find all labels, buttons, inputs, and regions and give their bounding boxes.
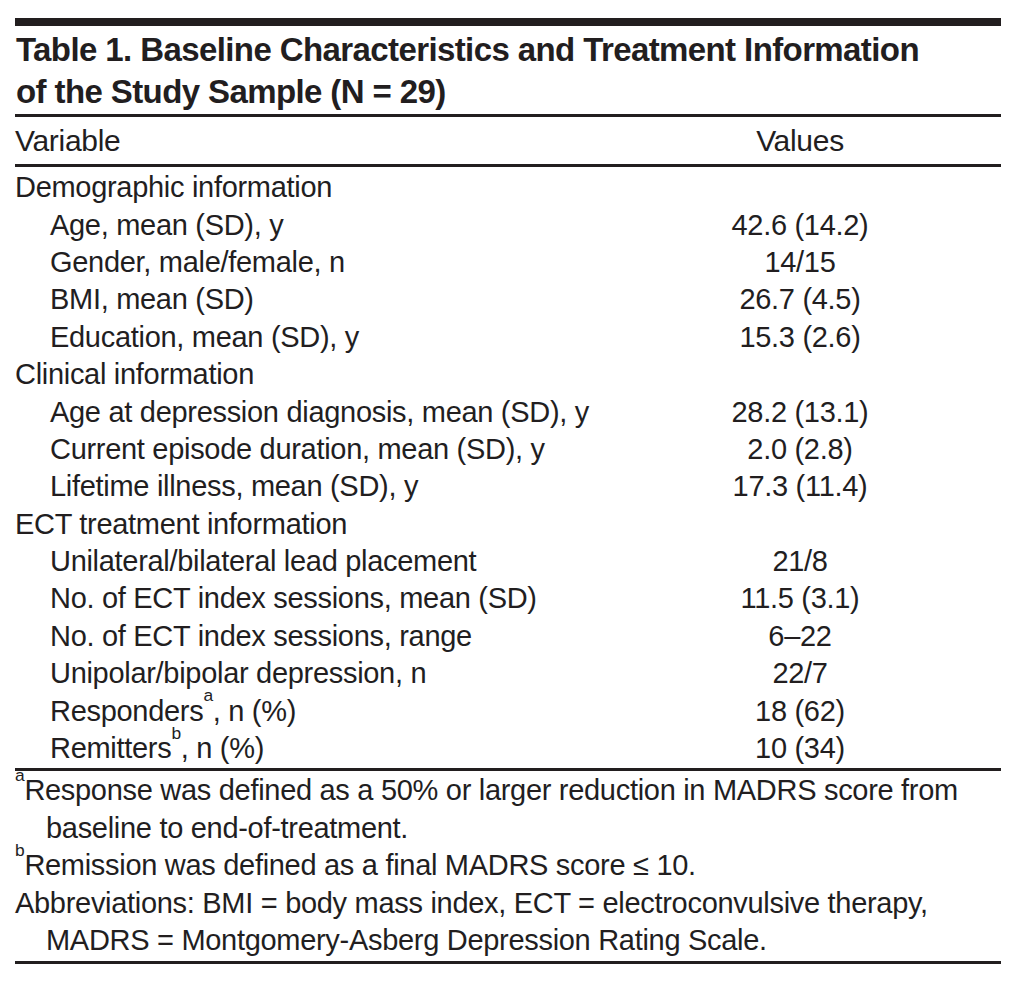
row-label: Clinical information	[15, 358, 599, 391]
footnote-marker-a: a	[203, 685, 212, 705]
row-label: Unipolar/bipolar depression, n	[15, 657, 599, 690]
table-title-line1: Table 1. Baseline Characteristics and Tr…	[16, 29, 1011, 71]
table-row: Age, mean (SD), y 42.6 (14.2)	[15, 206, 1001, 243]
footnote-b-text: Remission was defined as a final MADRS s…	[24, 849, 695, 881]
row-label-text: , n (%)	[181, 732, 264, 764]
table-top-bar	[15, 18, 1001, 26]
row-label: No. of ECT index sessions, mean (SD)	[15, 582, 599, 615]
table-row: Gender, male/female, n 14/15	[15, 244, 1001, 281]
row-value: 2.0 (2.8)	[599, 433, 1001, 466]
row-label: BMI, mean (SD)	[15, 283, 599, 316]
row-value: 18 (62)	[599, 695, 1001, 728]
table-figure-page: Table 1. Baseline Characteristics and Tr…	[0, 0, 1023, 987]
table-title-line2: of the Study Sample (N = 29)	[16, 71, 1011, 113]
row-label: ECT treatment information	[15, 508, 599, 541]
table-row: No. of ECT index sessions, mean (SD) 11.…	[15, 580, 1001, 617]
rule-above-footnotes	[15, 768, 1001, 771]
table-title: Table 1. Baseline Characteristics and Tr…	[16, 29, 1011, 113]
row-label-text: Responders	[50, 695, 203, 727]
table-row: BMI, mean (SD) 26.7 (4.5)	[15, 281, 1001, 318]
row-label: Remittersb, n (%)	[15, 732, 599, 765]
table-row: No. of ECT index sessions, range 6–22	[15, 618, 1001, 655]
footnote-a-line2: baseline to end-of-treatment.	[15, 810, 1010, 848]
table-row: Current episode duration, mean (SD), y 2…	[15, 431, 1001, 468]
abbreviations-line1: Abbreviations: BMI = body mass index, EC…	[15, 885, 1010, 923]
footnote-b-line1: bRemission was defined as a final MADRS …	[15, 847, 1010, 885]
footnote-b-marker: b	[15, 840, 24, 860]
row-label: Unilateral/bilateral lead placement	[15, 545, 599, 578]
table-row: Remittersb, n (%) 10 (34)	[15, 730, 1001, 767]
row-value: 42.6 (14.2)	[599, 209, 1001, 242]
footnote-marker-b: b	[171, 723, 180, 743]
row-value: 6–22	[599, 620, 1001, 653]
row-label: Age, mean (SD), y	[15, 209, 599, 242]
row-value: 21/8	[599, 545, 1001, 578]
table-row-section: Clinical information	[15, 356, 1001, 393]
row-value: 22/7	[599, 657, 1001, 690]
row-value: 10 (34)	[599, 732, 1001, 765]
row-value: 14/15	[599, 246, 1001, 279]
column-header-variable: Variable	[15, 124, 599, 158]
table-row-section: Demographic information	[15, 169, 1001, 206]
table-row: Unilateral/bilateral lead placement 21/8	[15, 543, 1001, 580]
rule-under-header	[15, 164, 1001, 167]
row-value: 28.2 (13.1)	[599, 396, 1001, 429]
table-row-section: ECT treatment information	[15, 506, 1001, 543]
column-header-values: Values	[599, 124, 1001, 158]
column-header-row: Variable Values	[15, 117, 1001, 164]
table-row: Lifetime illness, mean (SD), y 17.3 (11.…	[15, 468, 1001, 505]
footnote-a-text: Response was defined as a 50% or larger …	[24, 774, 958, 806]
table-footnotes: aResponse was defined as a 50% or larger…	[15, 772, 1010, 960]
table-row: Respondersa, n (%) 18 (62)	[15, 692, 1001, 729]
row-label-text: Remitters	[50, 732, 171, 764]
table-bottom-rule	[15, 961, 1001, 964]
row-value: 11.5 (3.1)	[599, 582, 1001, 615]
row-label: Lifetime illness, mean (SD), y	[15, 470, 599, 503]
abbreviations-line2: MADRS = Montgomery-Asberg Depression Rat…	[15, 922, 1010, 960]
table-row: Unipolar/bipolar depression, n 22/7	[15, 655, 1001, 692]
row-label-text: , n (%)	[213, 695, 296, 727]
footnote-a-line1: aResponse was defined as a 50% or larger…	[15, 772, 1010, 810]
table-row: Age at depression diagnosis, mean (SD), …	[15, 393, 1001, 430]
row-value: 17.3 (11.4)	[599, 470, 1001, 503]
row-label: No. of ECT index sessions, range	[15, 620, 599, 653]
row-label: Education, mean (SD), y	[15, 321, 599, 354]
row-label: Respondersa, n (%)	[15, 695, 599, 728]
row-label: Current episode duration, mean (SD), y	[15, 433, 599, 466]
row-value: 15.3 (2.6)	[599, 321, 1001, 354]
row-value: 26.7 (4.5)	[599, 283, 1001, 316]
table-body: Demographic information Age, mean (SD), …	[15, 169, 1001, 767]
footnote-a-marker: a	[15, 765, 24, 785]
row-label: Demographic information	[15, 171, 599, 204]
table-row: Education, mean (SD), y 15.3 (2.6)	[15, 319, 1001, 356]
row-label: Gender, male/female, n	[15, 246, 599, 279]
row-label: Age at depression diagnosis, mean (SD), …	[15, 396, 599, 429]
